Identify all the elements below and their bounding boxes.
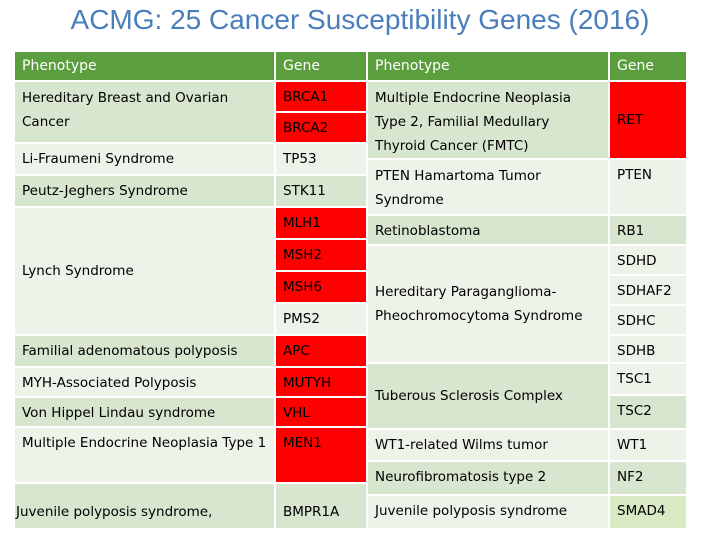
gene-pten: PTEN xyxy=(610,160,688,216)
phenotype-men1: Multiple Endocrine Neoplasia Type 1 xyxy=(15,428,276,484)
gene-msh6: MSH6 xyxy=(276,272,368,304)
gene-sdhaf2: SDHAF2 xyxy=(610,276,688,306)
gene-men1: MEN1 xyxy=(276,428,368,484)
phenotype-pjs: Peutz-Jeghers Syndrome xyxy=(15,176,276,208)
phenotype-retinoblastoma: Retinoblastoma xyxy=(368,216,610,246)
gene-brca1: BRCA1 xyxy=(276,82,368,113)
gene-pms2: PMS2 xyxy=(276,304,368,336)
phenotype-map: MYH-Associated Polyposis xyxy=(15,368,276,398)
gene-tsc1: TSC1 xyxy=(610,364,688,396)
phenotype-lynch: Lynch Syndrome xyxy=(15,208,276,336)
gene-bmpr1a: BMPR1A xyxy=(276,484,368,530)
gene-wt1: WT1 xyxy=(610,430,688,462)
header-phenotype-left: Phenotype xyxy=(15,52,276,82)
gene-smad4: SMAD4 xyxy=(610,496,688,530)
phenotype-fap: Familial adenomatous polyposis xyxy=(15,336,276,368)
phenotype-hboc: Hereditary Breast and Ovarian Cancer xyxy=(15,82,276,144)
header-gene-left: Gene xyxy=(276,52,368,82)
gene-table: Phenotype Gene Phenotype Gene Hereditary… xyxy=(15,52,688,530)
phenotype-nf2: Neurofibromatosis type 2 xyxy=(368,462,610,496)
phenotype-vhl: Von Hippel Lindau syndrome xyxy=(15,398,276,428)
gene-ret: RET xyxy=(610,82,688,160)
gene-tp53: TP53 xyxy=(276,144,368,176)
phenotype-jps-left: Juvenile polyposis syndrome, xyxy=(15,484,276,530)
gene-nf2: NF2 xyxy=(610,462,688,496)
gene-rb1: RB1 xyxy=(610,216,688,246)
gene-stk11: STK11 xyxy=(276,176,368,208)
gene-sdhc: SDHC xyxy=(610,306,688,336)
phenotype-tsc: Tuberous Sclerosis Complex xyxy=(368,364,610,430)
phenotype-pgl: Hereditary Paraganglioma-Pheochromocytom… xyxy=(368,246,610,364)
phenotype-jps-right: Juvenile polyposis syndrome xyxy=(368,496,610,530)
gene-mutyh: MUTYH xyxy=(276,368,368,398)
gene-msh2: MSH2 xyxy=(276,240,368,272)
gene-sdhd: SDHD xyxy=(610,246,688,276)
gene-tsc2: TSC2 xyxy=(610,396,688,430)
phenotype-lfs: Li-Fraumeni Syndrome xyxy=(15,144,276,176)
gene-vhl: VHL xyxy=(276,398,368,428)
header-phenotype-right: Phenotype xyxy=(368,52,610,82)
phenotype-phts: PTEN Hamartoma Tumor Syndrome xyxy=(368,160,610,216)
gene-sdhb: SDHB xyxy=(610,336,688,364)
phenotype-men2: Multiple Endocrine Neoplasia Type 2, Fam… xyxy=(368,82,610,160)
page-title: ACMG: 25 Cancer Susceptibility Genes (20… xyxy=(70,4,650,35)
phenotype-wilms: WT1-related Wilms tumor xyxy=(368,430,610,462)
header-gene-right: Gene xyxy=(610,52,688,82)
gene-mlh1: MLH1 xyxy=(276,208,368,240)
gene-brca2: BRCA2 xyxy=(276,113,368,144)
gene-apc: APC xyxy=(276,336,368,368)
